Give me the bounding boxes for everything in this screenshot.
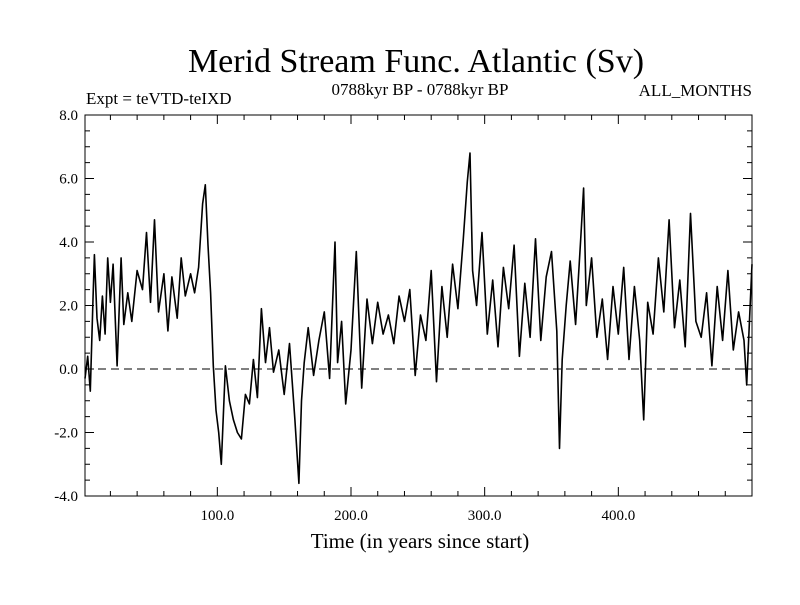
x-tick-label: 200.0 [334,508,368,524]
subtitle-right: ALL_MONTHS [639,81,752,100]
x-tick-label: 400.0 [601,508,635,524]
y-tick-label: 8.0 [59,108,78,124]
y-tick-label: 4.0 [59,235,78,251]
series-layer [84,152,753,485]
y-tick-label: 0.0 [59,362,78,378]
chart-title: Merid Stream Func. Atlantic (Sv) [188,43,644,80]
x-tick-label: 300.0 [468,508,502,524]
series-line [84,152,753,485]
plot-frame [84,114,753,497]
y-tick-label: 6.0 [59,172,78,188]
y-tick-label: -2.0 [54,426,78,442]
x-tick-label: 100.0 [200,508,234,524]
y-tick-label: 2.0 [59,299,78,315]
subtitle-left: Expt = teVTD-teIXD [86,89,232,108]
subtitle-center: 0788kyr BP - 0788kyr BP [332,80,509,99]
y-tick-label: -4.0 [54,489,78,505]
x-axis-label: Time (in years since start) [311,529,530,553]
